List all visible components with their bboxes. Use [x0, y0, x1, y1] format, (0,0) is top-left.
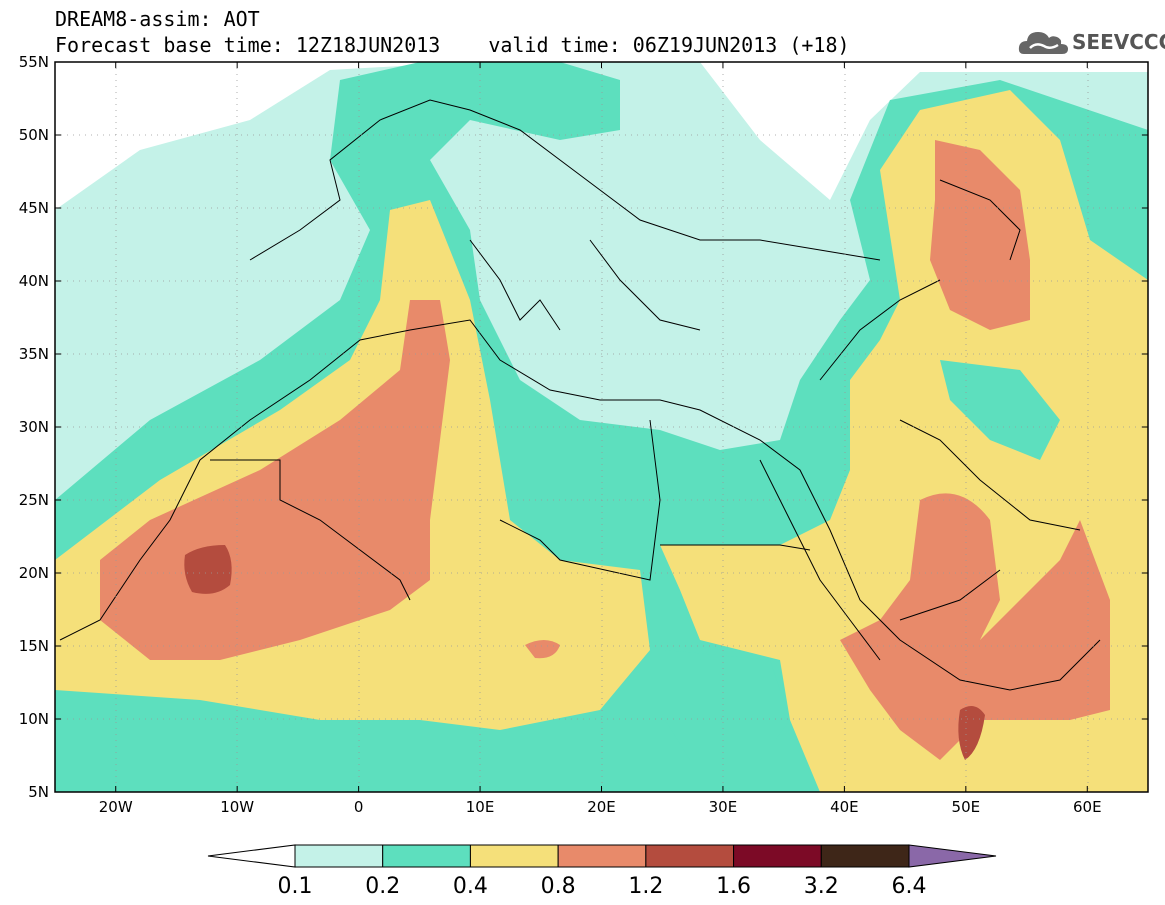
lat-tick-label: 45N: [19, 199, 49, 217]
colorbar-segment: [294, 844, 384, 868]
graticule: [55, 62, 1148, 792]
aot-band-0-1c: [80, 246, 140, 285]
model-title: DREAM8-assim: AOT: [55, 7, 260, 31]
lon-tick-label: 20W: [99, 798, 133, 816]
valid-time: valid time: 06Z19JUN2013 (+18): [488, 33, 850, 57]
cloud-logo-icon: [1018, 32, 1068, 54]
colorbar-label: 0.8: [541, 874, 576, 899]
lat-tick-label: 25N: [19, 491, 49, 509]
lon-tick-label: 0: [354, 798, 364, 816]
lon-tick-label: 30E: [709, 798, 738, 816]
lon-tick-label: 40E: [830, 798, 859, 816]
lon-tick-label: 10E: [466, 798, 495, 816]
lat-tick-label: 50N: [19, 126, 49, 144]
lat-tick-label: 55N: [19, 53, 49, 71]
aot-band-0-2b: [665, 650, 790, 760]
lon-tick-label: 20E: [587, 798, 616, 816]
brand-logo: SEEVCCC: [1018, 26, 1165, 60]
base-time: Forecast base time: 12Z18JUN2013: [55, 33, 441, 57]
colorbar-label: 6.4: [892, 874, 927, 899]
lat-axis: 55N 50N 45N 40N 35N 30N 25N 20N 15N 10N 5N: [19, 53, 1148, 801]
aot-band-1-2: [184, 545, 232, 594]
colorbar-segment: [557, 844, 647, 868]
colorbar-under-triangle: [207, 844, 296, 868]
colorbar-label: 0.2: [365, 874, 400, 899]
lon-tick-label: 60E: [1073, 798, 1102, 816]
colorbar: 0.1 0.2 0.4 0.8 1.2 1.6 3.2 6.4: [207, 844, 997, 899]
colorbar-segment: [382, 844, 471, 868]
time-info: Forecast base time: 12Z18JUN2013 valid ti…: [55, 34, 850, 56]
colorbar-label: 1.6: [716, 874, 751, 899]
colorbar-label: 1.2: [628, 874, 663, 899]
colorbar-segment: [820, 844, 910, 868]
lat-tick-label: 10N: [19, 710, 49, 728]
lat-tick-label: 20N: [19, 564, 49, 582]
aot-band-0-8b: [840, 493, 1110, 760]
colorbar-over-triangle: [908, 844, 997, 868]
coastlines: [59, 99, 1101, 691]
colorbar-segment: [733, 844, 822, 868]
lat-tick-label: 40N: [19, 272, 49, 290]
lon-tick-label: 10W: [220, 798, 254, 816]
aot-band-1-2b: [958, 706, 985, 760]
colorbar-segment: [469, 844, 559, 868]
aot-band-0-8c: [930, 140, 1030, 330]
lon-tick-label: 50E: [952, 798, 981, 816]
lat-tick-label: 30N: [19, 418, 49, 436]
lat-tick-label: 35N: [19, 345, 49, 363]
lon-axis: 20W 10W 0 10E 20E 30E 40E 50E 60E: [99, 62, 1102, 816]
colorbar-label: 0.1: [278, 874, 313, 899]
aot-band-0-1b: [60, 320, 115, 440]
colorbar-label: 3.2: [804, 874, 839, 899]
brand-name: SEEVCCC: [1072, 30, 1165, 54]
colorbar-segment: [645, 844, 735, 868]
colorbar-label: 0.4: [453, 874, 488, 899]
lat-tick-label: 15N: [19, 637, 49, 655]
aot-band-0-2c: [940, 360, 1060, 460]
lat-tick-label: 5N: [28, 783, 49, 801]
aot-band-0-8d: [525, 640, 560, 659]
